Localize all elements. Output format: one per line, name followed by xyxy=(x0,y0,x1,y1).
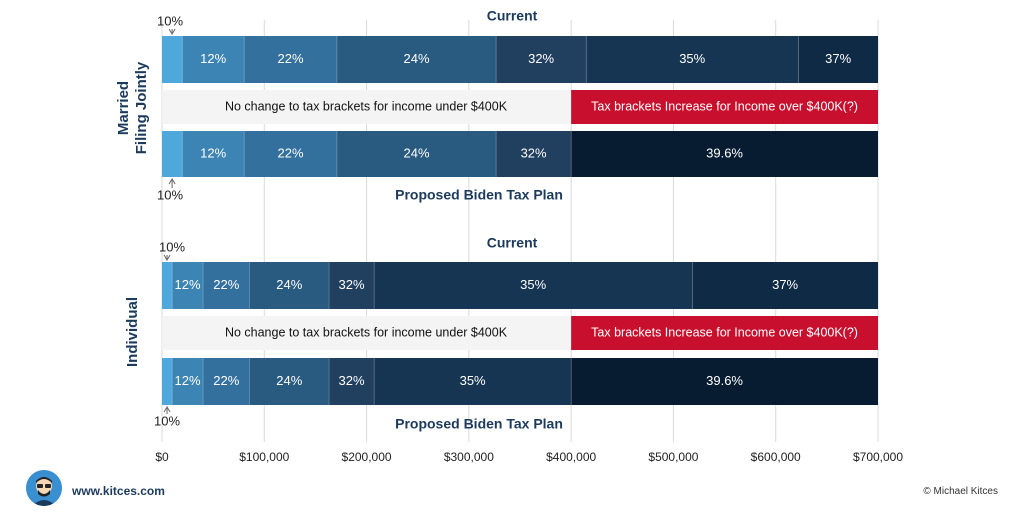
panel0-proposed-label-12pct: 12% xyxy=(200,145,226,160)
panel0-proposed-label-39_6pct: 39.6% xyxy=(706,145,743,160)
panel1-proposed-bar-32pct xyxy=(329,358,375,405)
panel0-top-ten-arrow-head xyxy=(168,28,176,35)
panel0-proposed-label-32pct: 32% xyxy=(521,145,547,160)
x-tick-label-7: $700,000 xyxy=(853,450,903,464)
panel0-proposed-bar-22pct xyxy=(244,131,337,177)
panel0-group-label: MarriedFiling Jointly xyxy=(115,61,150,154)
panel1-proposed-label-24pct: 24% xyxy=(276,373,302,388)
panel0-current-title: Current xyxy=(487,8,538,24)
panel0-current-bar-37pct xyxy=(798,36,878,83)
panel1-current-label-12pct: 12% xyxy=(175,277,201,292)
panel0-group-label-line-0: Married xyxy=(115,81,132,135)
panel1-proposed-label-35pct: 35% xyxy=(460,373,486,388)
panel1-proposed-bar-24pct xyxy=(249,358,330,405)
panel0-current-bar-24pct xyxy=(336,36,497,83)
x-tick-label-1: $100,000 xyxy=(239,450,289,464)
panel0-proposed-label-24pct: 24% xyxy=(403,145,429,160)
panel1-proposed-bar-12pct xyxy=(172,358,204,405)
panel1-note-left-bg xyxy=(162,316,572,350)
panel0-current-label-32pct: 32% xyxy=(528,51,554,66)
panel0-proposed-label-22pct: 22% xyxy=(278,145,304,160)
x-tick-label-4: $400,000 xyxy=(546,450,596,464)
copyright-notice: © Michael Kitces xyxy=(923,486,998,497)
panel0-proposed-bar-12pct xyxy=(182,131,245,177)
panel0-proposed-title: Proposed Biden Tax Plan xyxy=(395,187,563,203)
panel0-current-bar-35pct xyxy=(586,36,799,83)
panel0-bottom-ten-label: 10% xyxy=(157,187,183,202)
panel1-current-bar-35pct xyxy=(374,262,693,309)
panel0-current-label-35pct: 35% xyxy=(679,51,705,66)
panel1-proposed-label-22pct: 22% xyxy=(213,373,239,388)
panel1-current-bar-37pct xyxy=(692,262,878,309)
panel0-proposed-bar-39_6pct xyxy=(571,131,878,177)
panel0-current-bar-32pct xyxy=(496,36,587,83)
panel0-note-left-bg xyxy=(162,90,572,124)
panel1-current-bar-24pct xyxy=(249,262,330,309)
kitces-avatar-icon xyxy=(26,470,62,506)
panel0-note-left: No change to tax brackets for income und… xyxy=(225,99,508,113)
panel0-top-ten-label: 10% xyxy=(157,13,183,28)
panel1-current-bar-10pct xyxy=(162,262,173,309)
panel1-current-label-37pct: 37% xyxy=(772,277,798,292)
panel1-group-label: Individual xyxy=(124,297,141,367)
panel1-current-label-24pct: 24% xyxy=(276,277,302,292)
panel0-proposed-bar-32pct xyxy=(496,131,572,177)
panel1-proposed-bar-22pct xyxy=(203,358,250,405)
panel1-note-left: No change to tax brackets for income und… xyxy=(225,325,508,339)
x-tick-label-2: $200,000 xyxy=(342,450,392,464)
panel1-bottom-ten-label: 10% xyxy=(154,413,180,428)
panel0-current-label-22pct: 22% xyxy=(278,51,304,66)
panel0-note-right: Tax brackets Increase for Income over $4… xyxy=(591,99,858,113)
panel0-group-label-line-1: Filing Jointly xyxy=(133,61,150,154)
panel0-current-bar-22pct xyxy=(244,36,337,83)
x-tick-label-5: $500,000 xyxy=(648,450,698,464)
panel1-proposed-label-12pct: 12% xyxy=(175,373,201,388)
panel0-bottom-ten-arrow-head xyxy=(168,178,176,185)
panel1-note-right-bg xyxy=(571,316,878,350)
panel0-current-label-24pct: 24% xyxy=(403,51,429,66)
panel1-group-label-line-0: Individual xyxy=(124,297,141,367)
panel0-proposed-bar-10pct xyxy=(162,131,183,177)
panel0-current-label-12pct: 12% xyxy=(200,51,226,66)
x-tick-label-6: $600,000 xyxy=(751,450,801,464)
panel1-proposed-bar-39_6pct xyxy=(571,358,878,405)
panel1-current-bar-12pct xyxy=(172,262,204,309)
panel1-current-label-32pct: 32% xyxy=(339,277,365,292)
panel1-current-bar-32pct xyxy=(329,262,375,309)
panel1-current-label-35pct: 35% xyxy=(520,277,546,292)
website-url[interactable]: www.kitces.com xyxy=(72,484,165,498)
panel1-top-ten-arrow-head xyxy=(163,254,171,261)
panel1-current-bar-22pct xyxy=(203,262,250,309)
panel1-proposed-title: Proposed Biden Tax Plan xyxy=(395,416,563,432)
panel1-top-ten-label: 10% xyxy=(159,239,185,254)
panel1-proposed-bar-10pct xyxy=(162,358,173,405)
x-tick-label-3: $300,000 xyxy=(444,450,494,464)
panel0-note-right-bg xyxy=(571,90,878,124)
panel1-proposed-bar-35pct xyxy=(374,358,572,405)
panel1-current-title: Current xyxy=(487,235,538,251)
panel1-note-right: Tax brackets Increase for Income over $4… xyxy=(591,325,858,339)
x-tick-label-0: $0 xyxy=(155,450,169,464)
panel1-bottom-ten-arrow-head xyxy=(163,406,171,413)
panel0-current-bar-12pct xyxy=(182,36,245,83)
panel0-current-label-37pct: 37% xyxy=(825,51,851,66)
panel1-current-label-22pct: 22% xyxy=(213,277,239,292)
panel0-proposed-bar-24pct xyxy=(336,131,497,177)
panel0-current-bar-10pct xyxy=(162,36,183,83)
panel1-proposed-label-32pct: 32% xyxy=(339,373,365,388)
panel1-proposed-label-39_6pct: 39.6% xyxy=(706,373,743,388)
